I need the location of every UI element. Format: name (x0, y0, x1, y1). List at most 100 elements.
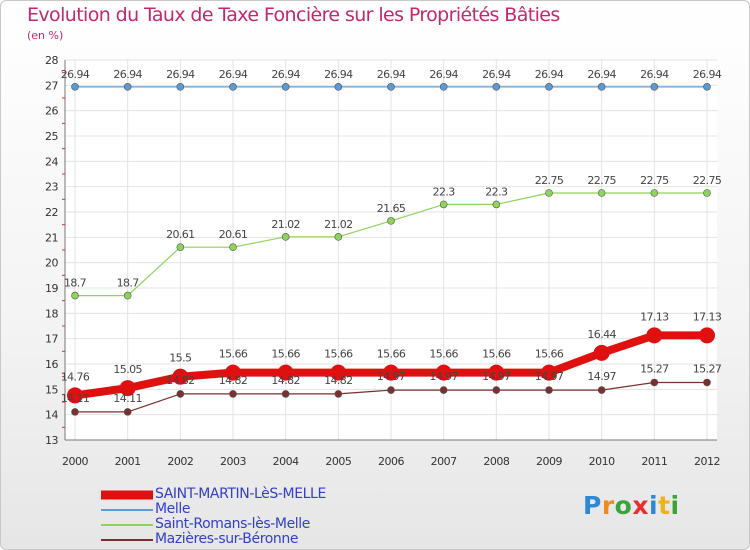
logo-letter: i (670, 491, 680, 520)
data-point-mazieres (176, 390, 185, 398)
data-label-mazieres: 15.27 (640, 362, 669, 375)
data-label-melle: 26.94 (219, 68, 248, 81)
data-label-mazieres: 14.82 (219, 374, 248, 387)
data-label-saint-martin: 15.66 (429, 348, 458, 361)
y-tick-label: 13 (45, 434, 58, 447)
data-point-saint-romans (387, 217, 395, 225)
data-label-mazieres: 14.11 (113, 392, 142, 405)
data-label-saint-romans: 20.61 (166, 228, 195, 241)
data-label-mazieres: 15.27 (693, 362, 722, 375)
data-label-saint-martin: 15.66 (271, 348, 300, 361)
data-point-saint-romans (71, 291, 79, 300)
data-label-saint-martin: 15.66 (219, 348, 248, 361)
y-tick-label: 18 (45, 307, 58, 320)
data-label-saint-martin: 15.66 (482, 348, 511, 361)
data-label-saint-romans: 22.75 (587, 174, 616, 187)
x-tick-label: 2008 (483, 455, 509, 468)
data-label-melle: 26.94 (693, 68, 722, 81)
data-point-melle (597, 83, 606, 91)
data-point-mazieres (597, 386, 606, 394)
x-tick-label: 2004 (273, 455, 299, 468)
x-tick-label: 2011 (641, 455, 667, 468)
legend-swatch-melle (101, 508, 153, 511)
legend: SAINT-MARTIN-LèS-MELLE Melle Saint-Roman… (101, 486, 361, 547)
data-point-saint-martin (277, 364, 294, 381)
data-point-saint-martin (330, 364, 347, 381)
data-point-saint-romans (597, 189, 606, 197)
data-point-mazieres (703, 378, 711, 387)
data-label-melle: 26.94 (587, 68, 616, 81)
logo-letter: P (583, 491, 602, 520)
data-point-saint-romans (650, 189, 659, 197)
data-point-melle (176, 83, 185, 91)
logo-letter: x (632, 491, 649, 520)
data-point-mazieres (229, 390, 237, 398)
data-point-saint-romans (492, 200, 501, 209)
data-point-melle (439, 83, 448, 91)
x-tick-label: 2010 (589, 455, 615, 468)
legend-label-saint-martin: SAINT-MARTIN-LèS-MELLE (155, 486, 326, 502)
data-point-melle (123, 83, 132, 91)
data-label-melle: 26.94 (61, 68, 90, 81)
data-label-saint-martin: 15.05 (113, 363, 142, 376)
data-point-saint-romans (334, 233, 343, 241)
legend-item-melle: Melle (101, 501, 361, 517)
legend-item-saint-romans: Saint-Romans-lès-Melle (101, 516, 361, 532)
data-label-saint-martin: 15.5 (169, 352, 192, 365)
data-point-mazieres (387, 386, 395, 394)
logo-letter: t (658, 491, 671, 520)
chart-title: Evolution du Taux de Taxe Foncière sur l… (27, 4, 560, 26)
x-tick-label: 2003 (220, 455, 246, 468)
data-point-mazieres (439, 386, 448, 394)
data-label-saint-martin: 15.66 (535, 348, 564, 361)
logo-letter: r (601, 491, 615, 520)
x-tick-label: 2009 (536, 455, 562, 468)
data-label-saint-romans: 18.7 (64, 277, 87, 290)
y-tick-label: 14 (45, 409, 58, 422)
data-point-saint-martin (488, 364, 505, 381)
x-tick-label: 2012 (694, 455, 720, 468)
data-point-saint-martin (593, 344, 610, 361)
data-point-saint-romans (703, 189, 711, 197)
data-label-saint-martin: 17.13 (640, 310, 669, 323)
data-label-melle: 26.94 (640, 68, 669, 81)
data-label-melle: 26.94 (429, 68, 458, 81)
data-point-saint-martin (541, 364, 557, 381)
legend-swatch-saint-martin (101, 490, 153, 499)
data-point-saint-martin (225, 364, 241, 381)
data-label-saint-romans: 21.02 (271, 218, 300, 231)
data-label-melle: 26.94 (324, 68, 353, 81)
y-tick-label: 23 (45, 181, 58, 194)
data-label-saint-romans: 18.7 (117, 277, 140, 290)
data-point-saint-martin (172, 368, 189, 385)
data-point-saint-romans (229, 243, 237, 252)
data-point-saint-romans (281, 233, 290, 241)
data-label-saint-romans: 22.75 (640, 174, 669, 187)
legend-label-melle: Melle (155, 501, 191, 517)
data-point-melle (334, 83, 343, 91)
data-label-melle: 26.94 (271, 68, 300, 81)
x-tick-label: 2000 (62, 455, 88, 468)
y-tick-label: 17 (45, 333, 58, 346)
y-tick-label: 20 (45, 257, 58, 270)
data-point-mazieres (650, 378, 659, 387)
data-label-mazieres: 14.97 (535, 370, 564, 383)
y-tick-label: 21 (45, 231, 58, 244)
data-label-saint-martin: 14.76 (61, 370, 90, 383)
data-label-saint-romans: 22.3 (433, 185, 456, 198)
y-tick-label: 22 (45, 206, 58, 219)
legend-item-mazieres: Mazières-sur-Béronne (101, 531, 361, 547)
data-point-melle (281, 83, 290, 91)
legend-label-mazieres: Mazières-sur-Béronne (155, 531, 299, 547)
data-label-saint-romans: 22.75 (535, 174, 564, 187)
data-point-saint-martin (67, 387, 83, 404)
y-tick-label: 19 (45, 282, 58, 295)
data-label-mazieres: 14.82 (324, 374, 353, 387)
data-point-melle (492, 83, 501, 91)
data-label-mazieres: 14.97 (587, 370, 616, 383)
data-point-saint-martin (699, 327, 715, 344)
data-label-saint-martin: 16.44 (587, 328, 616, 341)
data-label-mazieres: 14.11 (61, 392, 90, 405)
y-tick-label: 26 (45, 105, 58, 118)
